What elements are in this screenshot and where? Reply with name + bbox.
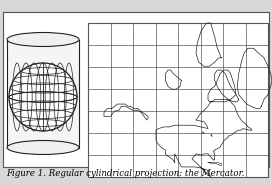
Text: Figure 1. Regular cylindrical projection: the Mercator.: Figure 1. Regular cylindrical projection… bbox=[6, 169, 245, 177]
Bar bbox=[88, 23, 268, 177]
Ellipse shape bbox=[7, 33, 79, 46]
Bar bbox=[3, 12, 269, 167]
Ellipse shape bbox=[7, 140, 79, 154]
FancyBboxPatch shape bbox=[7, 40, 79, 147]
Circle shape bbox=[9, 63, 77, 131]
